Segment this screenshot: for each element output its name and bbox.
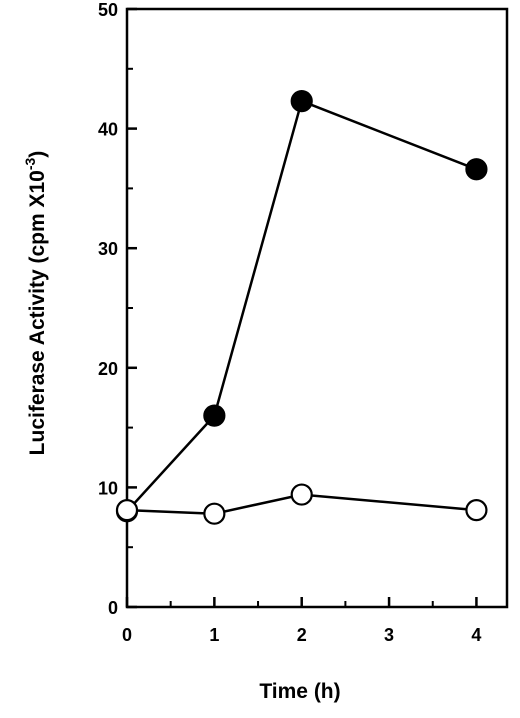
- x-tick-label: 1: [209, 625, 219, 645]
- series-1: [115, 89, 488, 523]
- y-tick-label: 20: [98, 359, 118, 379]
- series-2-line: [126, 493, 477, 515]
- y-tick-label: 50: [98, 0, 118, 20]
- series-layer: [115, 89, 488, 525]
- series-1-point: [465, 158, 488, 181]
- x-tick-label: 4: [471, 625, 481, 645]
- axis-ticks: 0 10 20 30 40 50 0 1 2 3 4: [98, 0, 481, 645]
- y-tick-label: 10: [98, 478, 118, 498]
- series-1-point: [290, 89, 313, 113]
- y-tick-label: 30: [98, 239, 118, 259]
- y-tick-label: 40: [98, 120, 118, 140]
- plot-frame: [125, 7, 509, 609]
- series-2-point: [115, 499, 139, 522]
- series-2-point: [465, 499, 488, 522]
- plot-axes: [125, 7, 509, 609]
- x-tick-label: 0: [122, 625, 132, 645]
- y-axis-title-close: ): [26, 151, 49, 158]
- series-1-point: [203, 404, 226, 427]
- x-tick-label: 3: [384, 625, 394, 645]
- x-axis-title: Time (h): [259, 680, 340, 703]
- x-tick-label: 2: [297, 625, 307, 645]
- y-tick-label: 0: [108, 598, 118, 618]
- series-2: [115, 483, 488, 525]
- y-axis-title-exponent: -3: [22, 157, 38, 170]
- series-2-point: [290, 483, 313, 506]
- y-axis-title-main: Luciferase Activity (cpm X10: [26, 170, 49, 455]
- series-1-line: [126, 99, 477, 513]
- series-2-point: [203, 502, 226, 525]
- y-axis-title: Luciferase Activity (cpm X10-3): [22, 151, 49, 456]
